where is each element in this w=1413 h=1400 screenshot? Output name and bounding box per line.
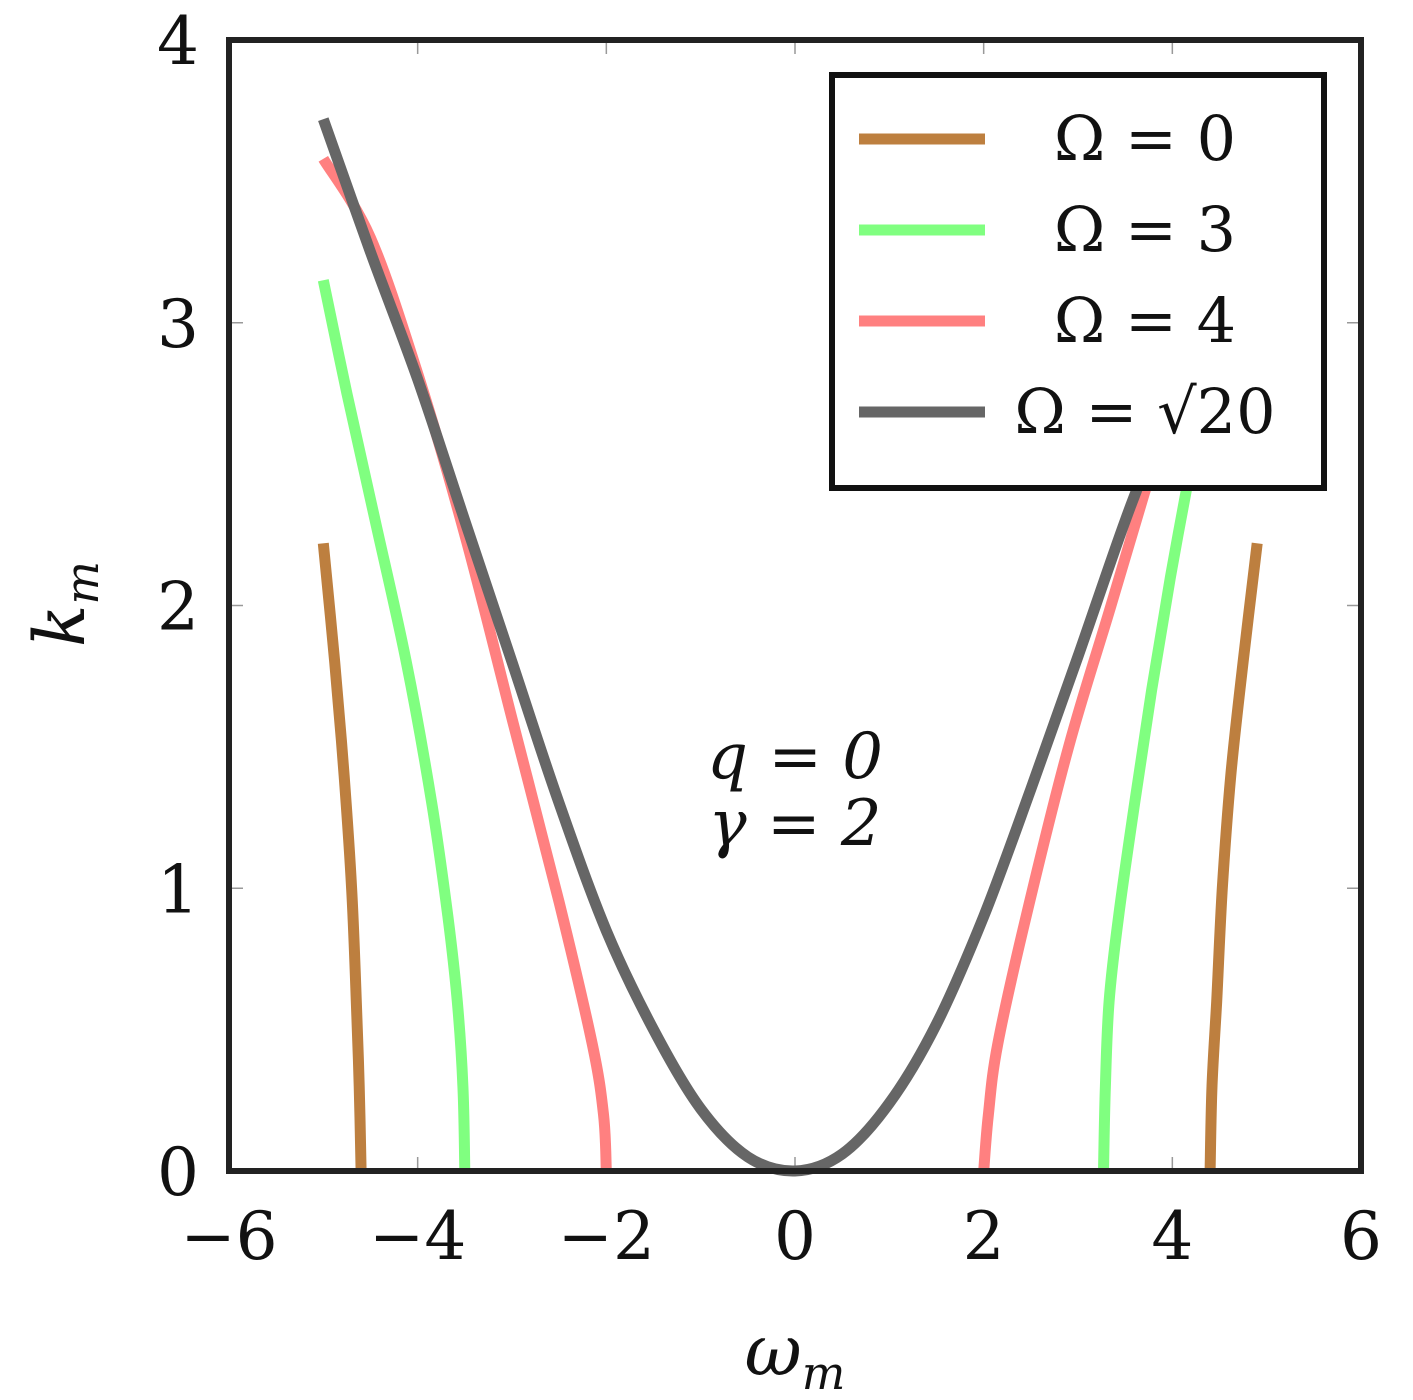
- legend-label: Ω = 4: [1054, 284, 1236, 357]
- y-axis-label: km: [19, 561, 109, 647]
- x-tick-label: 6: [1340, 1198, 1382, 1275]
- series-line-2-branch-1: [978, 434, 1169, 1172]
- x-tick-label: 2: [963, 1198, 1005, 1275]
- series-line-0-branch-1: [1204, 542, 1263, 1172]
- x-tick-label: 0: [774, 1198, 816, 1275]
- x-tick-label: 4: [1151, 1198, 1193, 1275]
- series-line-2-branch-0: [318, 155, 612, 1172]
- annotation-gamma: γ = 2: [708, 787, 881, 861]
- legend-label: Ω = √20: [1014, 375, 1275, 448]
- y-tick-label: 1: [157, 851, 199, 928]
- x-axis-label: ωm: [745, 1310, 846, 1400]
- annotation-q: q = 0: [707, 720, 883, 794]
- series-line-3-branch-0: [318, 117, 1164, 1177]
- series-line-0-branch-0: [317, 542, 367, 1172]
- x-tick-label: −2: [558, 1198, 655, 1275]
- x-tick-label: −4: [369, 1198, 466, 1275]
- tick-labels: −6 −4 −2 0 2 4 6 0 1 2 3 4: [157, 3, 1382, 1275]
- x-tick-label: −6: [180, 1198, 277, 1275]
- legend-label: Ω = 0: [1054, 102, 1236, 175]
- series-line-1-branch-0: [317, 279, 471, 1172]
- y-tick-label: 4: [157, 3, 199, 80]
- legend: Ω = 0 Ω = 3 Ω = 4 Ω = √20: [829, 72, 1327, 491]
- y-tick-label: 2: [157, 569, 199, 646]
- series-line-1-branch-1: [1098, 463, 1197, 1172]
- plot-frame: [226, 37, 1364, 1174]
- y-tick-label: 0: [157, 1134, 199, 1211]
- legend-label: Ω = 3: [1054, 193, 1236, 266]
- y-tick-label: 3: [157, 286, 199, 363]
- plot-series: [317, 117, 1263, 1177]
